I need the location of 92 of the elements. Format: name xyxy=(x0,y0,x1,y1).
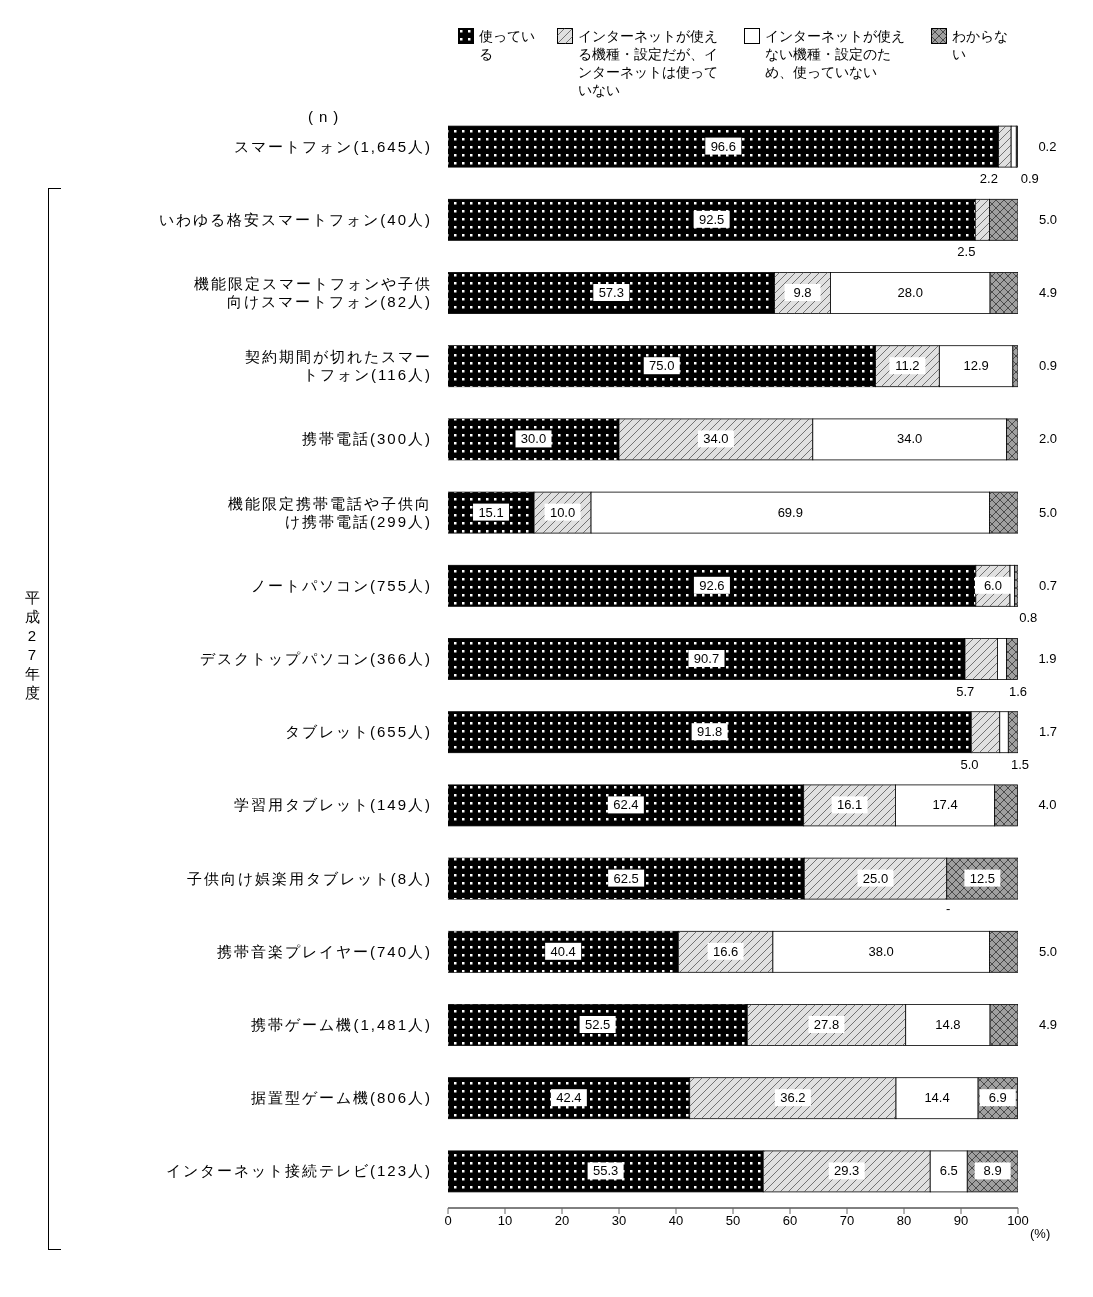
y-tick-label: 子供向け娯楽用タブレット(8人) xyxy=(186,869,432,887)
data-label: 9.8 xyxy=(793,285,812,300)
legend-label: わからない xyxy=(951,28,1009,64)
data-label: 1.5 xyxy=(1011,756,1030,772)
y-tick-label: 契約期間が切れたスマートフォン(116人) xyxy=(245,348,432,384)
data-label: 10.0 xyxy=(549,504,576,520)
x-tick-label: 50 xyxy=(725,1213,741,1229)
text: 平成27年度 xyxy=(22,588,42,702)
data-label: 62.4 xyxy=(613,797,639,813)
data-label: 90.7 xyxy=(693,651,720,666)
legend-label: 使っている xyxy=(479,28,536,64)
x-tick-label: 30 xyxy=(611,1213,627,1229)
y-tick-label: 携帯音楽プレイヤー(740人) xyxy=(216,942,432,960)
data-label: 1.6 xyxy=(1009,683,1028,699)
data-label: 28.0 xyxy=(897,285,923,300)
y-tick-label: 機能限定携帯電話や子供向け携帯電話(299人) xyxy=(228,494,432,530)
x-tick-label: 20 xyxy=(554,1213,570,1229)
x-axis-title: (%) xyxy=(1030,1225,1051,1241)
annotation: - xyxy=(946,901,951,916)
data-label: 2.2 xyxy=(979,171,998,187)
y-tick-label: タブレット(655人) xyxy=(284,723,432,741)
data-label: 17.4 xyxy=(932,797,958,813)
data-label: 0.7 xyxy=(1038,577,1058,593)
data-label: 0.8 xyxy=(1019,610,1038,626)
data-label: 62.5 xyxy=(613,870,639,886)
data-label: 11.2 xyxy=(895,358,920,374)
y-tick-label: スマートフォン(1,645人) xyxy=(234,137,432,155)
data-label: 5.0 xyxy=(960,756,979,772)
data-label: 8.9 xyxy=(983,1163,1002,1179)
x-tick-label: 90 xyxy=(953,1213,969,1229)
y-tick-label: 学習用タブレット(149人) xyxy=(233,796,432,814)
data-label: 6.9 xyxy=(988,1090,1007,1106)
x-tick-label: 80 xyxy=(896,1213,912,1229)
data-label: 92.6 xyxy=(699,577,725,593)
x-tick-label: 60 xyxy=(782,1213,798,1229)
data-label: 2.0 xyxy=(1038,431,1058,447)
data-label: 4.0 xyxy=(1038,797,1057,813)
data-label: 16.1 xyxy=(836,797,863,813)
y-tick-label: いわゆる格安スマートフォン(40人) xyxy=(159,210,432,228)
text: (n) xyxy=(308,108,345,125)
data-label: 5.7 xyxy=(956,683,975,699)
data-label: 75.0 xyxy=(649,358,675,374)
data-label: 69.9 xyxy=(777,504,803,520)
data-label: 15.1 xyxy=(478,504,504,520)
y-tick-label: ノートパソコン(755人) xyxy=(250,576,432,594)
data-label: 4.9 xyxy=(1038,285,1058,300)
data-label: 2.5 xyxy=(957,244,976,260)
data-label: 16.6 xyxy=(712,943,739,959)
data-label: 96.6 xyxy=(710,138,736,154)
x-tick-label: 10 xyxy=(497,1213,513,1229)
y-tick-label: 携帯電話(300人) xyxy=(301,430,432,448)
data-label: 92.5 xyxy=(698,211,725,227)
data-label: 5.0 xyxy=(1038,504,1058,520)
data-label: 14.4 xyxy=(924,1090,950,1106)
data-label: 12.9 xyxy=(963,358,989,374)
data-label: 5.0 xyxy=(1038,943,1058,959)
data-label: 42.4 xyxy=(556,1090,582,1106)
data-label: 1.7 xyxy=(1038,724,1058,740)
data-label: 0.9 xyxy=(1020,171,1039,187)
data-label: 12.5 xyxy=(969,870,996,886)
x-tick-label: 70 xyxy=(839,1213,855,1229)
x-tick-label: 0 xyxy=(444,1213,452,1229)
data-label: 57.3 xyxy=(598,285,624,300)
data-label: 0.9 xyxy=(1038,358,1058,374)
data-label: 52.5 xyxy=(584,1017,611,1032)
data-label: 1.9 xyxy=(1038,651,1057,666)
x-tick-label: 40 xyxy=(668,1213,684,1229)
data-label: 27.8 xyxy=(813,1017,840,1032)
data-label: 6.0 xyxy=(983,577,1002,593)
y-tick-label: 機能限定スマートフォンや子供向けスマートフォン(82人) xyxy=(194,275,432,310)
data-label: 6.5 xyxy=(939,1163,958,1179)
legend-label: インターネットが使える機種・設定だが、インターネットは使っていない xyxy=(578,28,720,100)
data-label: 34.0 xyxy=(703,431,729,447)
y-tick-label: 据置型ゲーム機(806人) xyxy=(250,1089,432,1107)
x-tick-label: 100 xyxy=(1007,1213,1029,1229)
data-label: 36.2 xyxy=(780,1090,806,1106)
data-label: 34.0 xyxy=(897,431,923,447)
legend-label: インターネットが使えない機種・設定のため、使っていない xyxy=(765,28,906,82)
data-label: 55.3 xyxy=(592,1163,619,1179)
data-label: 40.4 xyxy=(550,943,576,959)
data-label: 5.0 xyxy=(1038,211,1058,227)
data-label: 30.0 xyxy=(520,431,547,447)
y-tick-label: デスクトップパソコン(366人) xyxy=(199,650,432,667)
data-label: 38.0 xyxy=(868,943,894,959)
y-tick-label: 携帯ゲーム機(1,481人) xyxy=(251,1016,432,1033)
data-label: 91.8 xyxy=(696,724,723,740)
data-label: 25.0 xyxy=(862,870,889,886)
data-label: 4.9 xyxy=(1038,1017,1058,1032)
data-label: 29.3 xyxy=(834,1163,860,1179)
data-label: 0.2 xyxy=(1038,138,1057,154)
data-label: 14.8 xyxy=(935,1017,961,1032)
y-tick-label: インターネット接続テレビ(123人) xyxy=(165,1162,432,1180)
